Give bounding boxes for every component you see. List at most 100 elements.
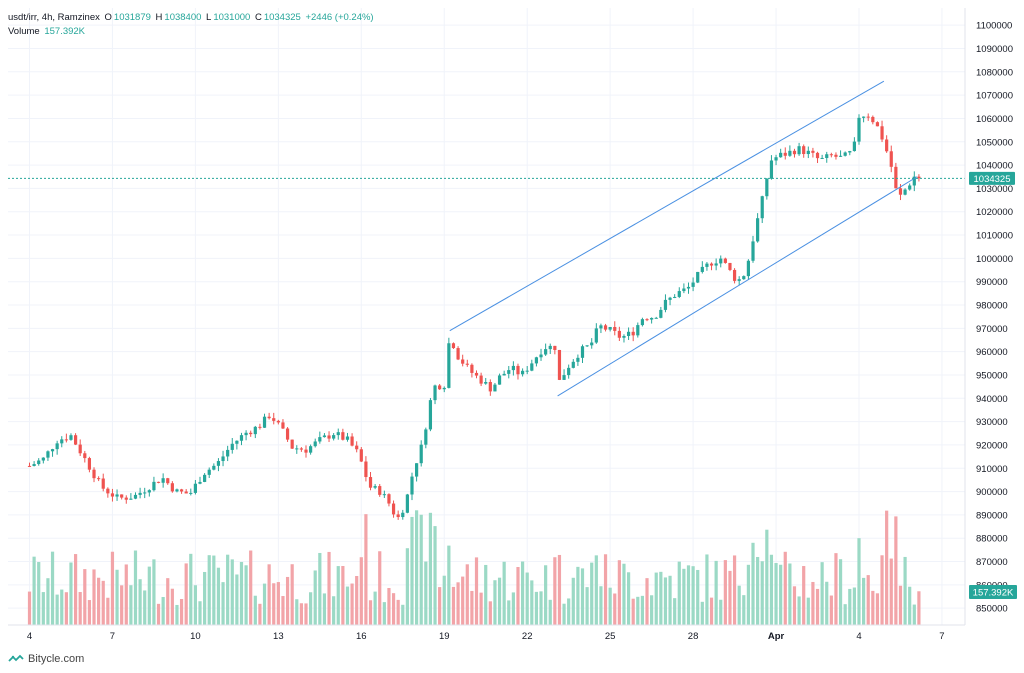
candle-body [848,151,852,153]
candle-body [230,443,234,450]
volume-bar [50,551,55,625]
volume-bar [645,578,649,625]
volume-bar [433,526,437,625]
volume-bar [700,601,704,625]
candle-body [571,361,575,368]
candle-body [838,155,843,157]
candle-body [756,218,760,242]
volume-bar [156,603,161,625]
candle-body [447,343,451,388]
volume-bar [322,593,327,625]
volume-bar [239,561,244,625]
volume-bar [382,602,386,625]
volume-bar [327,551,331,625]
volume-bar [862,577,866,625]
time-tick-label: 22 [522,631,533,642]
candle-body [479,375,483,384]
volume-bar [631,598,635,625]
brand-footer[interactable]: Bitycle.com [8,653,84,665]
volume-bar [548,599,552,625]
volume-bar [46,578,50,625]
volume-bar [295,599,299,625]
candle-body [488,382,492,392]
volume-bar [73,554,78,625]
candle-body [760,196,764,219]
candle-body [917,176,921,179]
volume-bar [97,577,101,625]
volume-bar [405,548,409,625]
channel-line [557,176,918,397]
candle-body [511,365,515,371]
candle-body [281,422,285,429]
price-tick-label: 1040000 [976,161,1013,172]
candle-body [327,435,331,439]
candle-body [885,139,889,152]
candle-body [391,503,396,515]
candle-body [594,328,598,343]
candle-body [654,317,658,319]
time-tick-label: 7 [110,631,115,642]
symbol-title: usdt/irr, 4h, Ramzinex [8,12,100,23]
candle-body [396,514,400,518]
candle-body [424,429,428,445]
time-tick-label: Apr [768,631,785,642]
candle-body [631,331,635,336]
candle-body [110,493,115,497]
candle-body [603,325,608,330]
volume-bar [852,587,856,625]
volume-bar [534,591,539,625]
candle-body [456,348,460,360]
volume-bar [871,590,875,625]
candle-body [746,260,750,277]
volume-bar [336,566,340,625]
candle-body [438,385,442,390]
volume-bars [27,510,921,625]
price-tick-label: 890000 [976,510,1008,521]
candle-body [410,476,414,495]
volume-bar [27,591,32,625]
candle-body [544,349,548,355]
candle-body [590,342,594,346]
volume-bar [686,565,691,625]
candle-body [908,185,912,190]
candle-body [253,426,257,435]
volume-bar [115,569,119,625]
candle-body [686,286,691,289]
candle-body [69,435,73,440]
candle-body [203,474,207,482]
volume-bar [898,585,903,625]
trend-channel [449,80,918,397]
volume-bar [332,596,336,625]
candle-body [852,141,856,152]
candle-body [161,478,165,483]
volume-value: 157.392K [44,26,86,37]
price-tick-label: 980000 [976,301,1008,312]
price-tick-label: 970000 [976,324,1008,335]
price-tick-label: 850000 [976,604,1008,615]
volume-bar [520,561,525,625]
volume-bar [309,592,313,625]
volume-bar [585,587,589,625]
volume-bar [608,587,612,625]
volume-bar [378,551,382,625]
volume-bar [92,569,96,625]
candle-body [129,498,133,500]
volume-bar [373,591,377,625]
volume-bar [299,603,303,625]
candle-body [825,154,829,158]
volume-bar [184,563,188,625]
volume-bar [267,564,271,625]
volume-bar [387,588,391,625]
candle-body [304,449,308,453]
candle-body [60,439,64,444]
volume-bar [866,575,870,625]
candle-body [811,150,815,153]
time-tick-label: 19 [439,631,450,642]
volume-bar [147,566,151,625]
volume-bar [709,597,714,625]
candle-body [820,157,824,159]
volume-bar [78,592,82,625]
volume-bar [207,555,211,625]
candle-body [415,463,419,477]
